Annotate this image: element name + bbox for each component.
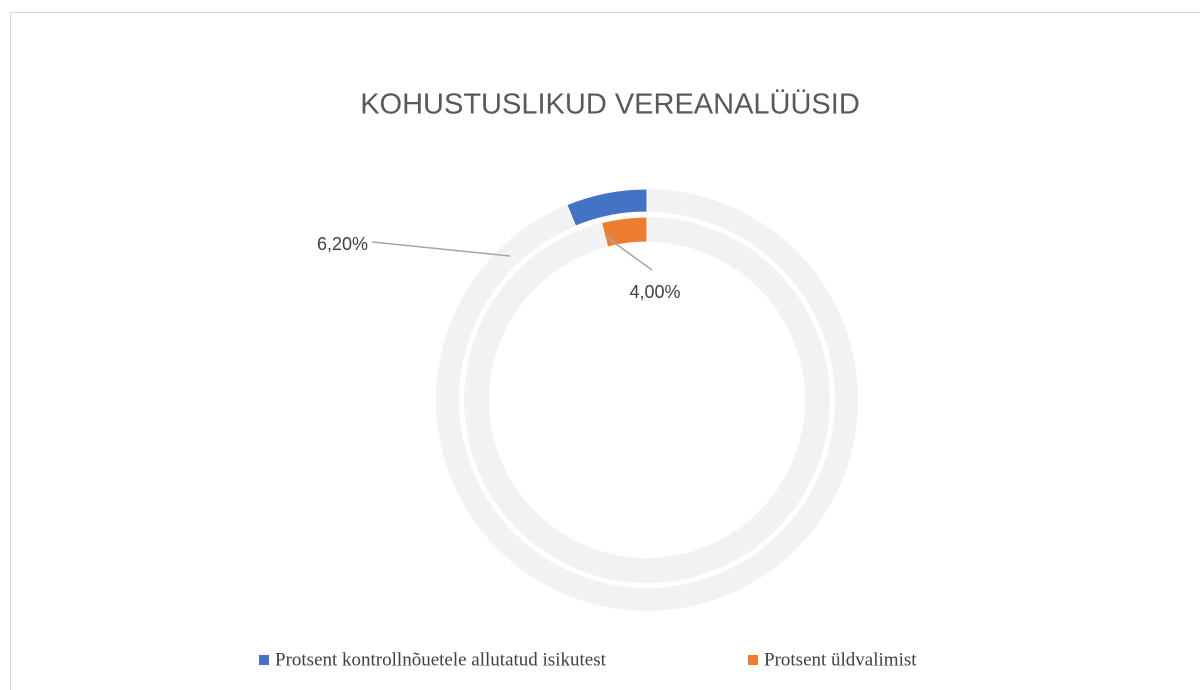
data-label: 4,00%	[629, 282, 680, 302]
leader-line	[604, 235, 653, 271]
legend-label: Protsent kontrollnõuetele allutatud isik…	[275, 649, 607, 670]
legend-swatch	[259, 655, 269, 665]
legend-label: Protsent üldvalimist	[764, 649, 917, 670]
chart-title: KOHUSTUSLIKUD VEREANALÜÜSID	[360, 89, 860, 121]
legend-swatch	[748, 655, 758, 665]
leader-line	[371, 241, 511, 257]
ring-segment	[566, 188, 648, 227]
data-label: 6,20%	[317, 234, 368, 254]
ring-segment	[600, 216, 648, 248]
